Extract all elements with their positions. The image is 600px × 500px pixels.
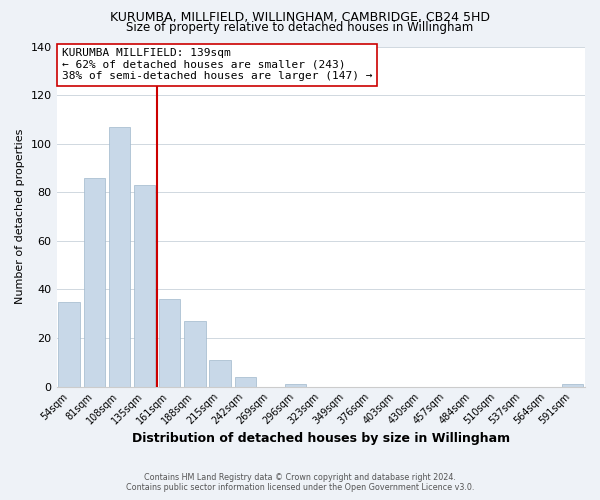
Bar [184, 321, 206, 386]
Text: Contains HM Land Registry data © Crown copyright and database right 2024.
Contai: Contains HM Land Registry data © Crown c… [126, 473, 474, 492]
Bar [209, 360, 231, 386]
Bar [235, 377, 256, 386]
Bar [109, 126, 130, 386]
Bar [159, 299, 181, 386]
X-axis label: Distribution of detached houses by size in Willingham: Distribution of detached houses by size … [132, 432, 510, 445]
Bar [562, 384, 583, 386]
Bar [58, 302, 80, 386]
Text: KURUMBA MILLFIELD: 139sqm
← 62% of detached houses are smaller (243)
38% of semi: KURUMBA MILLFIELD: 139sqm ← 62% of detac… [62, 48, 373, 82]
Bar [285, 384, 307, 386]
Text: Size of property relative to detached houses in Willingham: Size of property relative to detached ho… [127, 21, 473, 34]
Bar [83, 178, 105, 386]
Bar [134, 185, 155, 386]
Text: KURUMBA, MILLFIELD, WILLINGHAM, CAMBRIDGE, CB24 5HD: KURUMBA, MILLFIELD, WILLINGHAM, CAMBRIDG… [110, 11, 490, 24]
Y-axis label: Number of detached properties: Number of detached properties [15, 129, 25, 304]
